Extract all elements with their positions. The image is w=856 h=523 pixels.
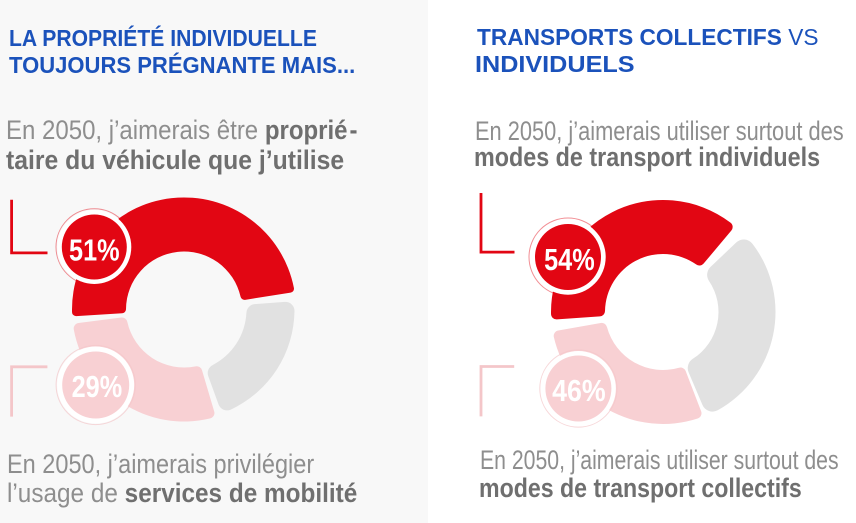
svg-text:54%: 54%	[544, 242, 595, 277]
svg-text:46%: 46%	[552, 373, 606, 408]
svg-text:51%: 51%	[69, 233, 120, 268]
svg-text:29%: 29%	[72, 369, 123, 404]
